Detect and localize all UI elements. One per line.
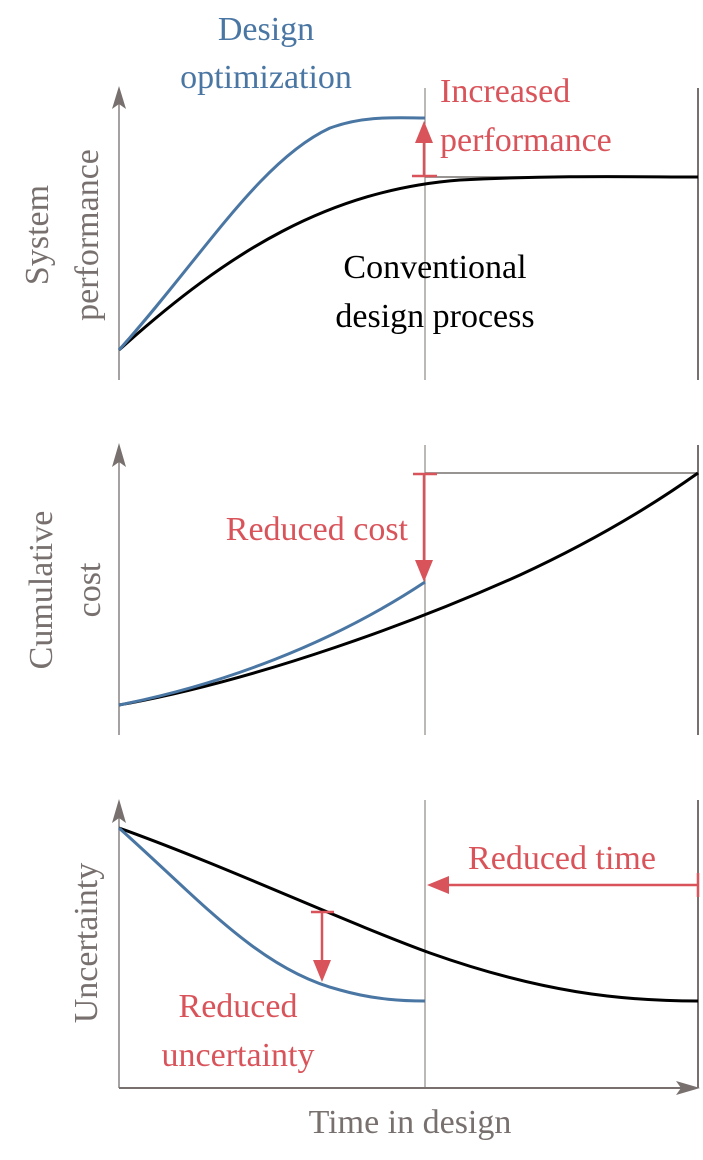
label-design-optimization-2: optimization	[180, 59, 352, 96]
y-axis-arrow-icon	[112, 443, 126, 467]
x-axis-arrow-icon	[676, 1081, 700, 1095]
curve-optimization-uncertainty	[118, 826, 426, 1003]
arrow-left-icon	[427, 876, 449, 894]
panel-uncertainty: Reduced time Reduced uncertainty Uncerta…	[68, 799, 700, 1141]
curve-conventional-performance	[117, 175, 699, 352]
y-axis-arrow-icon	[112, 799, 126, 823]
ylabel-performance-2: performance	[69, 149, 106, 321]
curve-optimization-cost	[118, 580, 426, 707]
arrow-down-icon	[415, 560, 433, 582]
arrow-down-icon	[313, 960, 331, 982]
ylabel-cost-2: cost	[71, 562, 108, 617]
curve-optimization-performance	[117, 116, 426, 352]
ylabel-uncertainty: Uncertainty	[68, 863, 105, 1024]
label-increased-performance-1: Increased	[440, 73, 570, 110]
label-design-optimization-1: Design	[218, 11, 314, 48]
y-axis-arrow-icon	[112, 86, 126, 109]
ylabel-cost-1: Cumulative	[23, 511, 60, 670]
panel-performance: Design optimization Increased performanc…	[19, 11, 699, 380]
label-conventional-1: Conventional	[343, 249, 526, 286]
curve-conventional-uncertainty	[118, 826, 699, 1003]
curve-conventional-cost	[118, 471, 699, 707]
label-reduced-uncertainty-1: Reduced	[179, 988, 298, 1025]
ylabel-performance-1: System	[19, 185, 56, 285]
label-increased-performance-2: performance	[440, 122, 612, 159]
label-reduced-time: Reduced time	[468, 840, 656, 877]
arrow-up-icon	[415, 121, 433, 143]
panel-cost: Reduced cost Cumulative cost	[23, 443, 699, 735]
xlabel-time-in-design: Time in design	[309, 1104, 512, 1141]
label-reduced-cost: Reduced cost	[226, 511, 409, 548]
label-reduced-uncertainty-2: uncertainty	[162, 1037, 315, 1074]
label-conventional-2: design process	[335, 298, 534, 335]
